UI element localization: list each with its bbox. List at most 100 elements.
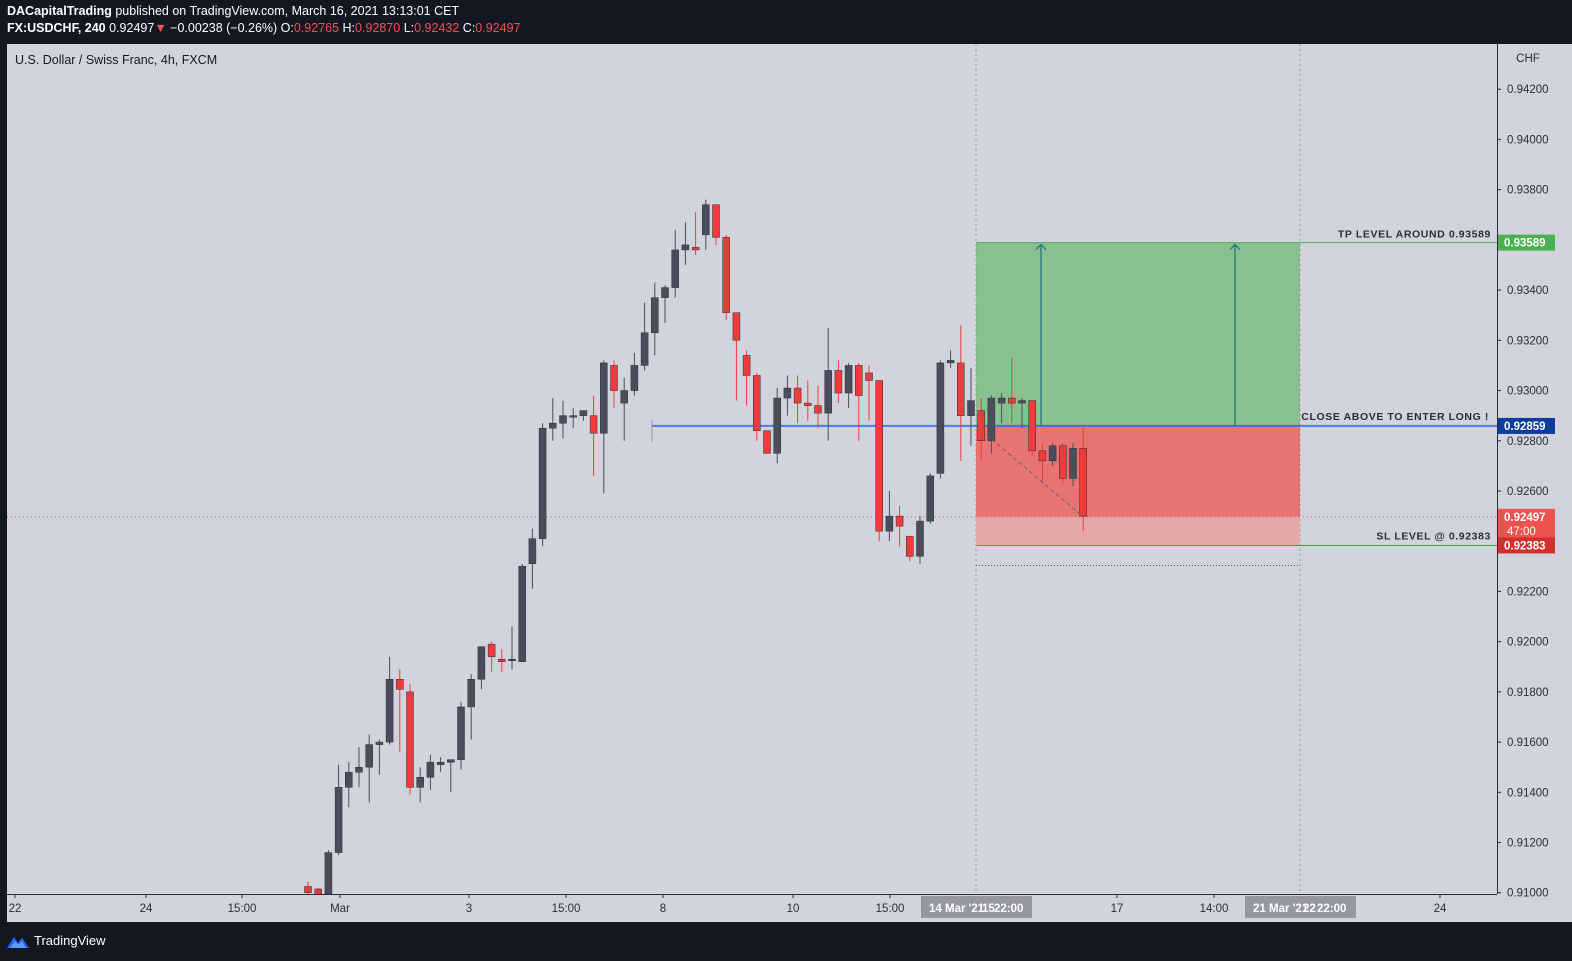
bull-candle bbox=[620, 377, 628, 441]
bear-candle bbox=[314, 887, 322, 895]
candle-body bbox=[916, 520, 924, 557]
bull-candle bbox=[375, 739, 384, 775]
bear-candle bbox=[977, 398, 985, 461]
bull-candle bbox=[997, 393, 1006, 424]
candle-body bbox=[967, 400, 975, 416]
bear-candle bbox=[957, 325, 965, 461]
bull-candle bbox=[671, 229, 679, 298]
candle-body bbox=[875, 380, 883, 532]
bull-candle bbox=[579, 410, 588, 421]
sl-price-tag-bg bbox=[1498, 537, 1555, 554]
symbol-name[interactable]: FX:USDCHF, 240 bbox=[7, 21, 106, 35]
tradingview-logo-icon[interactable] bbox=[6, 932, 30, 950]
candle-body bbox=[569, 415, 577, 418]
bull-candle bbox=[345, 762, 353, 808]
bear-candle bbox=[1079, 425, 1087, 532]
candle-body bbox=[1008, 397, 1016, 404]
chart-area[interactable]: TP LEVEL AROUND 0.93589 CLOSE ABOVE TO EN… bbox=[0, 44, 1572, 922]
bull-candle bbox=[702, 199, 710, 250]
bull-candle bbox=[334, 764, 343, 856]
candle-body bbox=[559, 415, 567, 424]
bear-candle bbox=[498, 649, 506, 672]
last-price-tag: 0.92497 bbox=[1504, 512, 1546, 524]
candle-body bbox=[498, 658, 506, 662]
bear-candle bbox=[1028, 400, 1036, 456]
close-label: C: bbox=[459, 21, 476, 35]
candle-body bbox=[1028, 400, 1036, 452]
candle-body bbox=[1018, 400, 1026, 404]
candle-body bbox=[987, 397, 996, 442]
candle-body bbox=[977, 410, 985, 442]
bear-candle bbox=[865, 365, 873, 421]
candle-body bbox=[355, 766, 363, 773]
bull-candle bbox=[681, 222, 690, 265]
y-tick-label: 0.93000 bbox=[1507, 386, 1549, 398]
candle-body bbox=[579, 410, 588, 416]
candle-body bbox=[487, 643, 496, 657]
candle-body bbox=[589, 415, 598, 434]
x-tick-label: 22 bbox=[9, 903, 22, 915]
bull-candle bbox=[416, 767, 424, 803]
low-label: L: bbox=[400, 21, 415, 35]
x-tick-label: 15:00 bbox=[876, 903, 905, 915]
arrow-head-icon bbox=[1035, 243, 1047, 251]
bear-candle bbox=[304, 881, 312, 894]
x-tick-label: 10 bbox=[787, 903, 800, 915]
bull-candle bbox=[987, 395, 996, 454]
x-range-end-day: 22 bbox=[1303, 903, 1316, 915]
footer-bar: TradingView bbox=[0, 922, 1572, 961]
high-label: H: bbox=[339, 21, 356, 35]
candle-body bbox=[783, 387, 792, 399]
bull-candle bbox=[1048, 443, 1057, 466]
x-range-start-time: 22:00 bbox=[994, 903, 1023, 915]
y-tick-label: 0.91000 bbox=[1507, 888, 1549, 900]
bull-candle bbox=[1018, 398, 1026, 429]
arrow-head-icon bbox=[1229, 243, 1241, 251]
tradingview-brand[interactable]: TradingView bbox=[34, 933, 106, 948]
bull-candle bbox=[559, 400, 567, 439]
candle-body bbox=[640, 332, 649, 366]
bull-candle bbox=[936, 360, 945, 479]
y-tick-label: 0.93800 bbox=[1507, 185, 1549, 197]
bull-candle bbox=[528, 528, 537, 589]
target-arrow bbox=[1035, 243, 1047, 426]
price-axis bbox=[1497, 44, 1572, 894]
candle-body bbox=[1059, 445, 1067, 479]
bull-candle bbox=[538, 423, 547, 547]
bear-candle bbox=[487, 641, 496, 672]
bear-candle bbox=[763, 430, 771, 454]
author-name[interactable]: DACapitalTrading bbox=[7, 4, 112, 18]
candlestick-chart[interactable]: TP LEVEL AROUND 0.93589 CLOSE ABOVE TO EN… bbox=[0, 44, 1572, 922]
y-tick-label: 0.94200 bbox=[1507, 84, 1549, 96]
y-tick-label: 0.92600 bbox=[1507, 486, 1549, 498]
candle-body bbox=[630, 365, 639, 391]
candle-body bbox=[600, 362, 608, 434]
bull-candle bbox=[773, 388, 781, 464]
x-range-start-day: 15 bbox=[982, 903, 995, 915]
candle-body bbox=[671, 249, 679, 288]
bull-candle bbox=[926, 473, 934, 524]
candle-body bbox=[793, 387, 802, 404]
bear-candle bbox=[691, 212, 700, 255]
bear-candle bbox=[906, 535, 914, 562]
candle-body bbox=[528, 538, 537, 565]
bull-candle bbox=[630, 352, 639, 396]
x-tick-label: Mar bbox=[330, 903, 350, 915]
y-tick-label: 0.91400 bbox=[1507, 787, 1549, 799]
remaining-risk-zone bbox=[976, 516, 1300, 546]
y-tick-label: 0.91600 bbox=[1507, 737, 1549, 749]
candle-body bbox=[732, 312, 741, 341]
candle-body bbox=[895, 515, 904, 527]
bear-candle bbox=[855, 362, 863, 441]
bull-candle bbox=[783, 375, 792, 416]
candle-body bbox=[926, 475, 934, 522]
low-value: 0.92432 bbox=[414, 21, 460, 35]
y-tick-label: 0.92800 bbox=[1507, 436, 1549, 448]
bull-candle bbox=[457, 701, 465, 770]
candle-body bbox=[447, 759, 455, 763]
candle-body bbox=[712, 204, 720, 238]
candle-body bbox=[365, 744, 373, 768]
bull-candle bbox=[824, 327, 832, 441]
bear-candle bbox=[753, 372, 761, 441]
bull-candle bbox=[600, 360, 608, 494]
